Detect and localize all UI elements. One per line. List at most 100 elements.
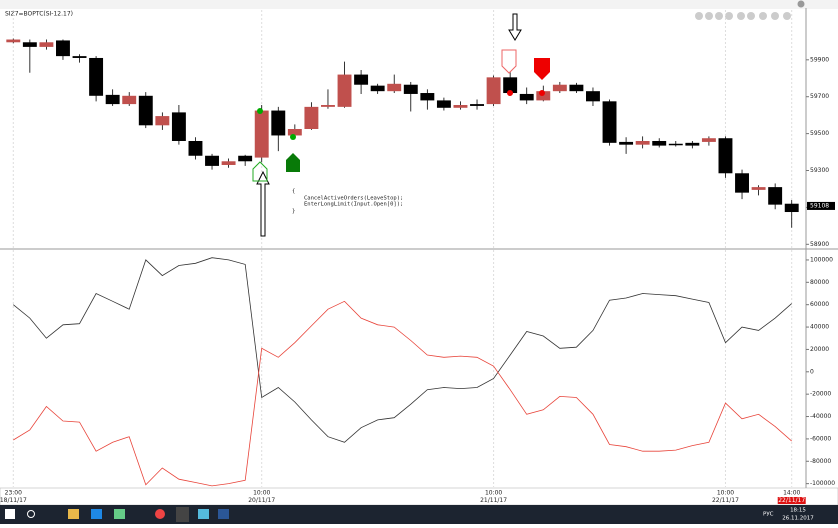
candle-body [387, 83, 402, 92]
candle-body [337, 74, 352, 107]
candle-body [685, 142, 700, 146]
y-tick-label: -60000 [810, 435, 831, 442]
candle-body [22, 42, 37, 47]
y-tick-label: 40000 [810, 324, 829, 331]
app-icon[interactable] [218, 509, 229, 519]
candle-body [138, 95, 153, 126]
indicator-line [13, 257, 792, 443]
candle-body [105, 94, 120, 105]
clock-date[interactable]: 26.11.2017 [782, 516, 814, 522]
code-line: EnterLongLimit(Input.Open[0]); [304, 202, 403, 208]
arrow-down [508, 13, 522, 41]
toolbar[interactable] [695, 0, 805, 21]
candle-body [155, 116, 170, 126]
start-button[interactable] [5, 509, 15, 519]
candle-body [552, 84, 567, 92]
code-line: } [292, 209, 295, 215]
last-price-label: 59108 [810, 202, 829, 209]
code-annotation: { CancelActiveOrders(LeaveStop); EnterLo… [292, 189, 403, 215]
candle-body [188, 140, 203, 156]
close-button[interactable] [797, 0, 805, 8]
y-tick-label: 59900 [810, 56, 829, 63]
candle-body [602, 101, 617, 143]
candle-body [205, 155, 219, 166]
app-icon[interactable] [68, 509, 79, 519]
taskbar [0, 505, 838, 524]
signal-dot [257, 108, 263, 114]
date-highlight [777, 497, 806, 504]
candle-body [470, 104, 484, 106]
language[interactable]: РУС [763, 512, 774, 518]
x-date-label: 18/11/17 [0, 497, 27, 504]
x-date-label: 22/11/17 [778, 497, 805, 504]
x-tick-label: 10:00 [253, 490, 270, 497]
candle-body [321, 105, 335, 107]
app-icon[interactable] [198, 509, 209, 519]
indicator-line [13, 300, 792, 487]
signal-marker [286, 153, 300, 172]
candle-body [238, 155, 253, 162]
signal-marker [534, 58, 550, 80]
code-line: { [292, 189, 295, 195]
clock-time[interactable]: 18:15 [790, 508, 806, 514]
signal-dot [507, 90, 513, 96]
signal-marker [252, 161, 268, 182]
app-icon[interactable] [91, 509, 102, 519]
candle-body [403, 84, 418, 94]
tool-button[interactable] [715, 12, 723, 20]
y-tick-label: 80000 [810, 279, 829, 286]
y-tick-label: 59700 [810, 93, 829, 100]
y-tick-label: -100000 [810, 480, 835, 487]
app-icon[interactable] [155, 509, 165, 519]
x-tick-label: 14:00 [783, 490, 800, 497]
candle-body [420, 93, 435, 101]
candle-body [89, 57, 104, 96]
search-button[interactable] [27, 510, 35, 518]
candle-body [503, 77, 518, 94]
candle-body [652, 140, 667, 146]
candle-body [735, 173, 749, 193]
candle-body [751, 187, 766, 190]
tool-button[interactable] [725, 12, 733, 20]
y-tick-label: 58900 [810, 241, 829, 248]
y-tick-label: -20000 [810, 391, 831, 398]
candle-body [668, 143, 683, 146]
tool-button[interactable] [771, 12, 779, 20]
y-tick-label: 100000 [810, 256, 833, 263]
tool-button[interactable] [759, 12, 767, 20]
candle-body [254, 110, 269, 158]
y-tick-label: 60000 [810, 301, 829, 308]
top-strip [0, 0, 838, 9]
candle-body [519, 93, 534, 101]
candle-body [586, 91, 600, 102]
taskbar-icons[interactable] [5, 507, 229, 522]
tool-button[interactable] [737, 12, 745, 20]
candle-body [718, 138, 733, 174]
y-tick-label: -40000 [810, 413, 831, 420]
tool-button[interactable] [783, 12, 791, 20]
signal-marker [501, 49, 517, 74]
arrow-up [256, 170, 270, 237]
x-tick-label: 10:00 [717, 490, 734, 497]
candle-body [436, 100, 451, 108]
tool-button[interactable] [705, 12, 713, 20]
tool-button[interactable] [747, 12, 755, 20]
candle-body [619, 141, 634, 145]
candle-body [701, 138, 716, 142]
app-icon[interactable] [114, 509, 125, 519]
x-date-label: 21/11/17 [480, 497, 507, 504]
candle-body [122, 95, 137, 105]
tool-button[interactable] [695, 12, 703, 20]
y-tick-label: 59500 [810, 130, 829, 137]
candle-body [354, 74, 369, 85]
app-icon[interactable] [176, 507, 189, 522]
y-tick-label: 0 [810, 368, 814, 375]
x-tick-label: 23:00 [5, 490, 22, 497]
y-tick-label: -80000 [810, 458, 831, 465]
last-price-box [807, 201, 835, 210]
candle-body [536, 91, 551, 101]
y-tick-label: 20000 [810, 346, 829, 353]
y-tick-label: 59300 [810, 167, 829, 174]
